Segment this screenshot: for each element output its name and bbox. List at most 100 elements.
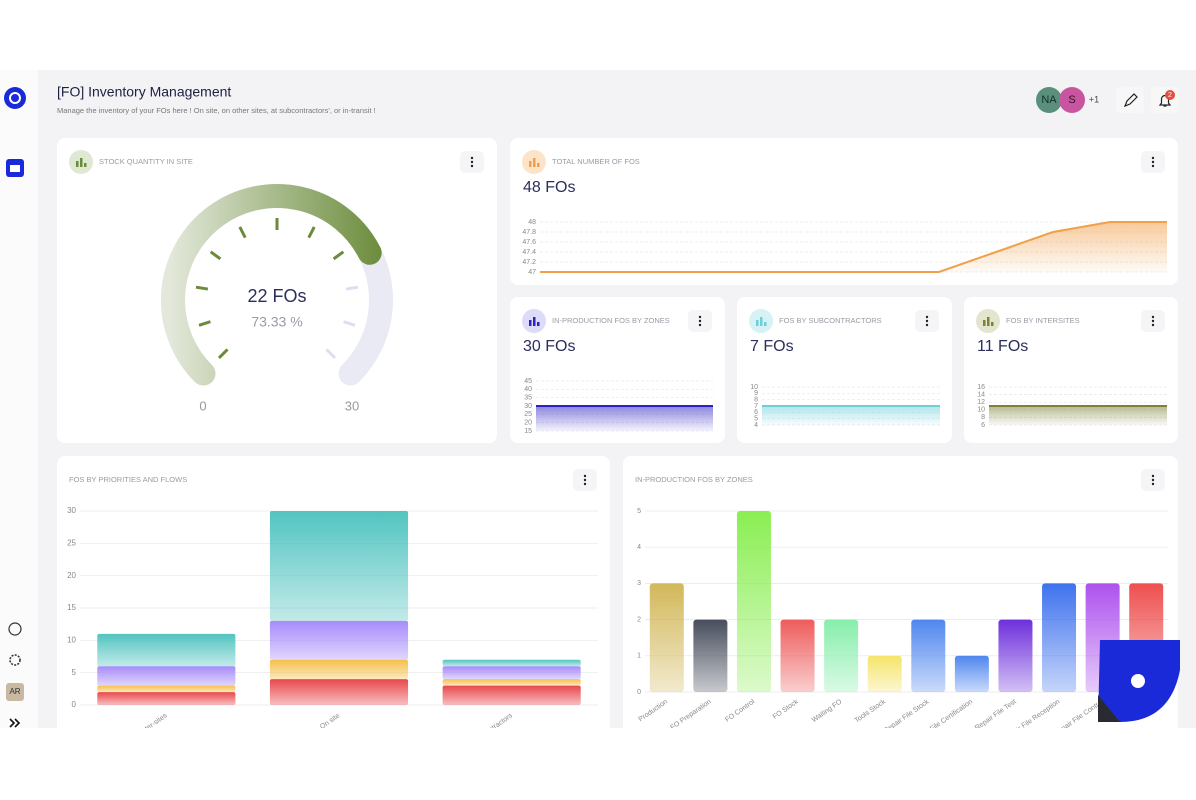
card-menu-dot: [1151, 156, 1155, 160]
y-tick-label: 8: [754, 397, 758, 404]
avatar-initials: NA: [1041, 94, 1057, 106]
card-title: FOS BY SUBCONTRACTORS: [779, 316, 882, 325]
y-tick-label: 30: [524, 403, 532, 410]
card-headline: 7 FOs: [750, 338, 794, 355]
edit-button[interactable]: [1116, 87, 1144, 113]
line: [540, 221, 1167, 273]
y-tick-label: 15: [524, 428, 532, 435]
gauge-dash: [238, 226, 247, 239]
brand-dot: [1131, 674, 1145, 688]
bar-segment: [97, 666, 236, 686]
gauge-dash: [209, 250, 222, 261]
card-menu-dot: [1151, 323, 1155, 327]
bar: [1042, 583, 1077, 692]
card-icon-glyph: [991, 322, 994, 326]
avatar[interactable]: [1059, 87, 1085, 113]
y-tick-label: 3: [637, 580, 641, 587]
y-tick-label: 12: [977, 399, 985, 406]
y-tick-label: 2: [637, 616, 641, 623]
card-icon-glyph: [529, 320, 532, 326]
card-icon-glyph: [537, 163, 540, 167]
card-menu-dot: [583, 478, 587, 482]
y-tick-label: 10: [67, 635, 76, 644]
y-tick-label: 20: [524, 420, 532, 427]
y-tick-label: 0: [637, 689, 641, 696]
card-menu-dot: [698, 319, 702, 323]
y-tick-label: 4: [754, 422, 758, 429]
page-title: [FO] Inventory Management: [57, 84, 231, 100]
edit-icon: [1123, 93, 1138, 108]
folder-glyph: [10, 165, 20, 172]
gauge-dash: [325, 348, 337, 360]
bar-segment: [269, 620, 409, 660]
bar-segment: [442, 679, 581, 686]
bar: [911, 619, 946, 692]
user-avatar[interactable]: [6, 683, 24, 701]
card-icon-glyph: [80, 158, 83, 167]
bar: [693, 619, 728, 692]
gauge-value-label: 22 FOs: [247, 286, 306, 306]
card-icon-glyph: [983, 320, 986, 326]
bar: [998, 619, 1033, 692]
card-icon-glyph: [537, 322, 540, 326]
card-menu-dot: [925, 319, 929, 323]
y-tick-label: 47.8: [522, 229, 536, 236]
user-initials: AR: [9, 687, 20, 696]
y-tick-label: 10: [750, 384, 758, 391]
card: [57, 138, 497, 443]
y-tick-label: 30: [67, 506, 76, 515]
bar-segment: [97, 692, 236, 705]
y-tick-label: 35: [524, 395, 532, 402]
card-menu-dot: [583, 474, 587, 478]
bar: [867, 655, 902, 692]
y-tick-label: 16: [977, 384, 985, 391]
bar-segment: [442, 666, 581, 680]
card-headline: 48 FOs: [523, 179, 575, 196]
notifications-button[interactable]: [1151, 87, 1179, 113]
y-tick-label: 1: [637, 653, 641, 660]
card-menu-dot: [698, 323, 702, 327]
y-tick-label: 25: [524, 411, 532, 418]
notification-badge: [1165, 90, 1175, 100]
card-menu-dot: [698, 315, 702, 319]
card-title: IN-PRODUCTION FOS BY ZONES: [635, 475, 753, 484]
app-logo-glyph: [9, 92, 21, 104]
more-users[interactable]: +1: [1089, 94, 1099, 104]
card-title: STOCK QUANTITY IN SITE: [99, 157, 193, 166]
card-menu-dot: [1151, 478, 1155, 482]
gauge-dash: [195, 285, 209, 291]
expand-icon[interactable]: [9, 718, 21, 728]
bar: [824, 619, 859, 692]
card-title: FOS BY INTERSITES: [1006, 316, 1080, 325]
y-tick-label: 5: [72, 668, 77, 677]
app-logo[interactable]: [4, 87, 26, 109]
card-headline: 30 FOs: [523, 338, 575, 355]
bar-segment: [442, 659, 581, 667]
settings-icon[interactable]: [9, 654, 21, 666]
gauge-dash: [307, 226, 316, 239]
card-menu-dot: [1151, 315, 1155, 319]
card-menu-dot: [1151, 160, 1155, 164]
card-menu-dot: [470, 156, 474, 160]
card-menu-dot: [470, 160, 474, 164]
bar-segment: [269, 659, 409, 680]
card-icon-glyph: [760, 317, 763, 326]
help-icon[interactable]: [8, 622, 22, 636]
y-tick-label: 20: [67, 571, 76, 580]
content: AR [FO] Inventory Management Manage the …: [0, 70, 1196, 728]
line-area: [540, 222, 1167, 272]
card-icon-glyph: [529, 161, 532, 167]
line-area: [989, 406, 1167, 425]
bar-segment: [442, 685, 581, 705]
card-menu-dot: [925, 323, 929, 327]
avatar[interactable]: [1036, 87, 1062, 113]
y-tick-label: 9: [754, 390, 758, 397]
y-tick-label: 15: [67, 603, 76, 612]
y-tick-label: 5: [754, 416, 758, 423]
card-menu-dot: [1151, 164, 1155, 168]
gauge-max-label: 30: [345, 398, 359, 413]
card-title: IN-PRODUCTION FOS BY ZONES: [552, 316, 670, 325]
bar: [954, 655, 989, 692]
